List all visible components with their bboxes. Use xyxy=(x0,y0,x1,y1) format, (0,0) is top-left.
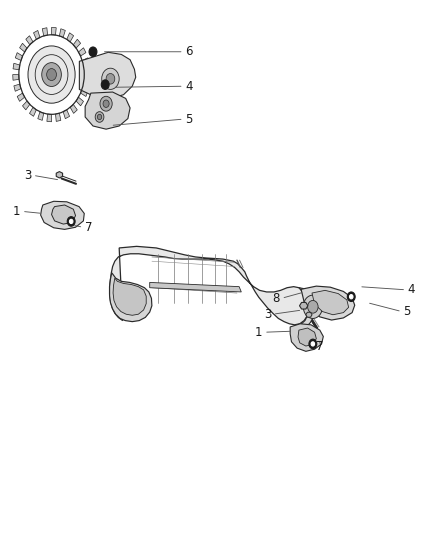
Polygon shape xyxy=(78,48,86,56)
Polygon shape xyxy=(55,113,61,122)
Polygon shape xyxy=(82,58,89,65)
Text: 1: 1 xyxy=(254,326,262,339)
Polygon shape xyxy=(67,33,74,42)
Circle shape xyxy=(89,47,97,56)
Polygon shape xyxy=(47,114,51,122)
Circle shape xyxy=(95,112,104,122)
Polygon shape xyxy=(311,290,348,315)
Text: 7: 7 xyxy=(85,221,92,234)
Polygon shape xyxy=(85,92,130,129)
Polygon shape xyxy=(26,36,33,45)
Polygon shape xyxy=(79,52,135,99)
Text: 7: 7 xyxy=(315,340,323,352)
Polygon shape xyxy=(110,273,152,321)
Circle shape xyxy=(101,80,109,90)
Polygon shape xyxy=(73,39,81,48)
Polygon shape xyxy=(299,302,307,309)
Text: 1: 1 xyxy=(13,205,20,218)
Polygon shape xyxy=(38,112,44,120)
Text: 3: 3 xyxy=(263,308,271,321)
Polygon shape xyxy=(63,110,70,119)
Polygon shape xyxy=(33,30,40,39)
Polygon shape xyxy=(56,172,63,178)
Circle shape xyxy=(14,28,89,120)
Polygon shape xyxy=(29,107,36,116)
Circle shape xyxy=(69,219,73,223)
Polygon shape xyxy=(76,97,83,106)
Polygon shape xyxy=(297,328,316,346)
Polygon shape xyxy=(300,286,354,320)
Polygon shape xyxy=(83,79,90,86)
Polygon shape xyxy=(149,282,241,292)
Circle shape xyxy=(346,292,354,302)
Polygon shape xyxy=(13,63,20,70)
Text: 5: 5 xyxy=(185,112,192,126)
Circle shape xyxy=(102,68,119,90)
Circle shape xyxy=(97,114,102,119)
Polygon shape xyxy=(20,43,27,52)
Text: 4: 4 xyxy=(185,80,192,93)
Circle shape xyxy=(349,295,352,299)
Text: 8: 8 xyxy=(272,292,279,305)
Text: 3: 3 xyxy=(24,169,31,182)
Polygon shape xyxy=(70,104,77,114)
Circle shape xyxy=(103,100,109,108)
Polygon shape xyxy=(84,69,90,75)
Polygon shape xyxy=(13,75,19,80)
Polygon shape xyxy=(22,101,30,110)
Text: 5: 5 xyxy=(403,305,410,318)
Text: 4: 4 xyxy=(407,284,414,296)
Circle shape xyxy=(307,301,318,313)
Circle shape xyxy=(100,96,112,111)
Polygon shape xyxy=(14,84,21,91)
Polygon shape xyxy=(15,53,22,60)
Polygon shape xyxy=(305,312,311,317)
Polygon shape xyxy=(290,324,322,351)
Circle shape xyxy=(67,216,75,226)
Polygon shape xyxy=(110,246,310,325)
Polygon shape xyxy=(59,29,65,37)
Circle shape xyxy=(308,339,316,349)
Circle shape xyxy=(28,46,75,103)
Polygon shape xyxy=(297,288,313,328)
Text: 6: 6 xyxy=(185,45,192,58)
Circle shape xyxy=(106,74,115,84)
Circle shape xyxy=(46,69,57,80)
Polygon shape xyxy=(51,205,75,224)
Polygon shape xyxy=(93,240,332,373)
Polygon shape xyxy=(51,27,56,35)
Polygon shape xyxy=(42,28,47,36)
Circle shape xyxy=(311,342,314,346)
Polygon shape xyxy=(80,88,88,96)
Polygon shape xyxy=(17,93,25,101)
Circle shape xyxy=(42,63,61,86)
Polygon shape xyxy=(41,201,84,229)
Circle shape xyxy=(303,295,322,318)
Polygon shape xyxy=(113,278,146,316)
